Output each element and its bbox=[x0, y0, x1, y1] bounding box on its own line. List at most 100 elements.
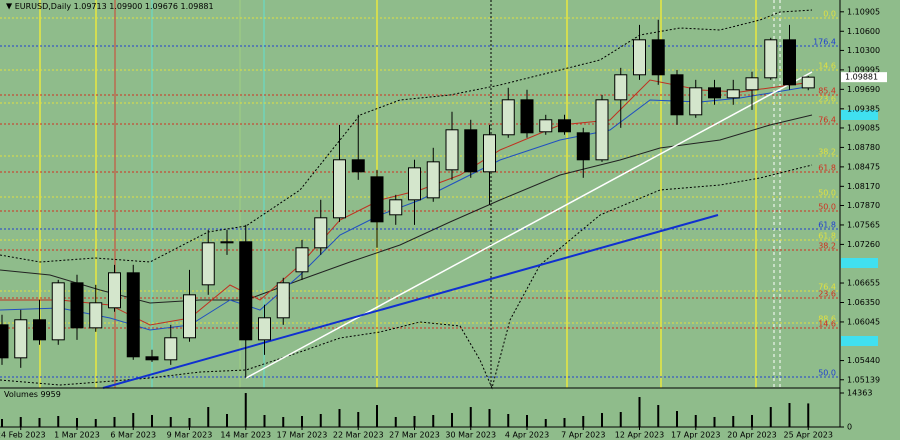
ohlc-open: 1.09713 bbox=[74, 2, 107, 11]
candle-body bbox=[426, 161, 440, 199]
candle-body bbox=[651, 39, 665, 76]
candle-body bbox=[333, 159, 346, 219]
fib-label: 23.6 bbox=[818, 94, 836, 103]
fib-label: 50.0 bbox=[818, 202, 836, 211]
candle-body bbox=[633, 39, 646, 76]
x-tick-label: 4 Apr 2023 bbox=[505, 431, 549, 440]
fib-label: 76.4 bbox=[818, 115, 836, 124]
fib-label: 176.4 bbox=[813, 38, 836, 47]
candle-body bbox=[295, 247, 309, 273]
candle-body bbox=[501, 99, 515, 136]
candle-body bbox=[483, 134, 496, 173]
y-tick-label: 1.10600 bbox=[847, 27, 880, 36]
candle-body bbox=[314, 217, 328, 249]
candle-body bbox=[126, 272, 140, 358]
fib-label: 14.6 bbox=[818, 320, 836, 329]
x-tick-label: 9 Mar 2023 bbox=[167, 431, 213, 440]
y-tick-label: 1.09995 bbox=[847, 65, 880, 74]
candle-body bbox=[33, 319, 46, 341]
y-tick-label: 1.07260 bbox=[847, 240, 880, 249]
candle-body bbox=[276, 282, 290, 319]
y-tick-label: 1.08780 bbox=[847, 143, 880, 152]
x-tick-label: 14 Mar 2023 bbox=[220, 431, 271, 440]
axis-marker bbox=[841, 336, 878, 346]
candle-body bbox=[201, 242, 215, 286]
axis-marker bbox=[841, 110, 878, 120]
candle-body bbox=[614, 74, 628, 101]
candle-body bbox=[689, 87, 703, 116]
candle-body bbox=[764, 39, 778, 79]
fib-label: 85.4 bbox=[818, 87, 836, 96]
fib-label: 14.6 bbox=[818, 62, 836, 71]
x-tick-label: 30 Mar 2023 bbox=[445, 431, 496, 440]
candle-body bbox=[783, 39, 796, 86]
candle-body bbox=[745, 77, 759, 91]
volume-title: Volumes 9959 bbox=[4, 390, 61, 399]
candle-body bbox=[108, 272, 121, 309]
candle-body bbox=[145, 356, 159, 361]
x-tick-label: 17 Mar 2023 bbox=[277, 431, 328, 440]
fib-label: 38.2 bbox=[818, 147, 836, 156]
y-tick-label: 1.10905 bbox=[847, 7, 880, 16]
symbol: EURUSD,Daily bbox=[15, 2, 72, 11]
candle-body bbox=[351, 159, 365, 173]
candle-body bbox=[576, 132, 590, 161]
y-tick-label: 1.06045 bbox=[847, 317, 880, 326]
x-tick-label: 20 Apr 2023 bbox=[727, 431, 776, 440]
chart-title: ▼ EURUSD,Daily 1.09713 1.09900 1.09676 1… bbox=[6, 2, 214, 11]
candle-body bbox=[89, 302, 103, 329]
fib-label: 38.2 bbox=[818, 241, 836, 250]
ohlc-low: 1.09676 bbox=[145, 2, 178, 11]
y-tick-label: 1.07565 bbox=[847, 220, 880, 229]
x-tick-label: 24 Feb 2023 bbox=[0, 431, 46, 440]
candle-body bbox=[520, 99, 534, 134]
x-tick-label: 7 Apr 2023 bbox=[561, 431, 605, 440]
y-tick-label: 1.06350 bbox=[847, 298, 880, 307]
x-tick-label: 27 Mar 2023 bbox=[389, 431, 440, 440]
axis-marker bbox=[841, 258, 878, 268]
fib-label: 61.8 bbox=[818, 220, 836, 229]
x-tick-label: 1 Mar 2023 bbox=[54, 431, 100, 440]
candle-body bbox=[464, 129, 478, 173]
y-tick-label: 1.08475 bbox=[847, 162, 880, 171]
axes: 1.10905 1.10600 1.10300 1.09995 1.09690 1.093… bbox=[0, 7, 887, 440]
y-tick-label: 1.09385 bbox=[847, 104, 880, 113]
volume-last: 9959 bbox=[40, 390, 60, 399]
y-tick-label: 1.06655 bbox=[847, 279, 880, 288]
candle-body bbox=[539, 119, 553, 133]
y-tick-label: 1.09085 bbox=[847, 123, 880, 132]
candle-body bbox=[258, 317, 271, 341]
fib-label: 50.0 bbox=[818, 188, 836, 197]
x-tick-label: 22 Mar 2023 bbox=[333, 431, 384, 440]
y-tick-label: 1.08170 bbox=[847, 182, 880, 191]
x-tick-label: 6 Mar 2023 bbox=[110, 431, 156, 440]
vertical-markers bbox=[39, 0, 781, 388]
candle-body bbox=[183, 294, 196, 339]
candles bbox=[0, 19, 815, 427]
x-tick-label: 25 Apr 2023 bbox=[784, 431, 833, 440]
y-tick-label: 1.05440 bbox=[847, 356, 880, 365]
candle-body bbox=[239, 241, 253, 341]
last-price-label: 1.09881 bbox=[845, 73, 878, 82]
fib-label: 61.8 bbox=[818, 232, 836, 241]
candle-body bbox=[164, 337, 178, 361]
upper-band bbox=[0, 9, 813, 263]
fib-levels: 0.0176.414.685.423.676.438.261.850.050.0… bbox=[0, 9, 840, 378]
fib-label: 23.6 bbox=[818, 290, 836, 299]
fib-label: 61.8 bbox=[818, 163, 836, 172]
candle-body bbox=[220, 241, 234, 244]
trend-line bbox=[102, 214, 719, 389]
fib-label: 50.0 bbox=[818, 369, 836, 378]
fib-label: 88.6 bbox=[818, 314, 836, 323]
candle-body bbox=[70, 282, 84, 329]
y-tick-label: 1.10300 bbox=[847, 46, 880, 55]
y-tick-label: 1.09690 bbox=[847, 85, 880, 94]
ohlc-close: 1.09881 bbox=[181, 2, 214, 11]
candle-body bbox=[708, 87, 721, 99]
fib-label: 0.0 bbox=[823, 9, 836, 18]
candle-body bbox=[0, 324, 9, 359]
fib-label: 76.4 bbox=[818, 283, 836, 292]
